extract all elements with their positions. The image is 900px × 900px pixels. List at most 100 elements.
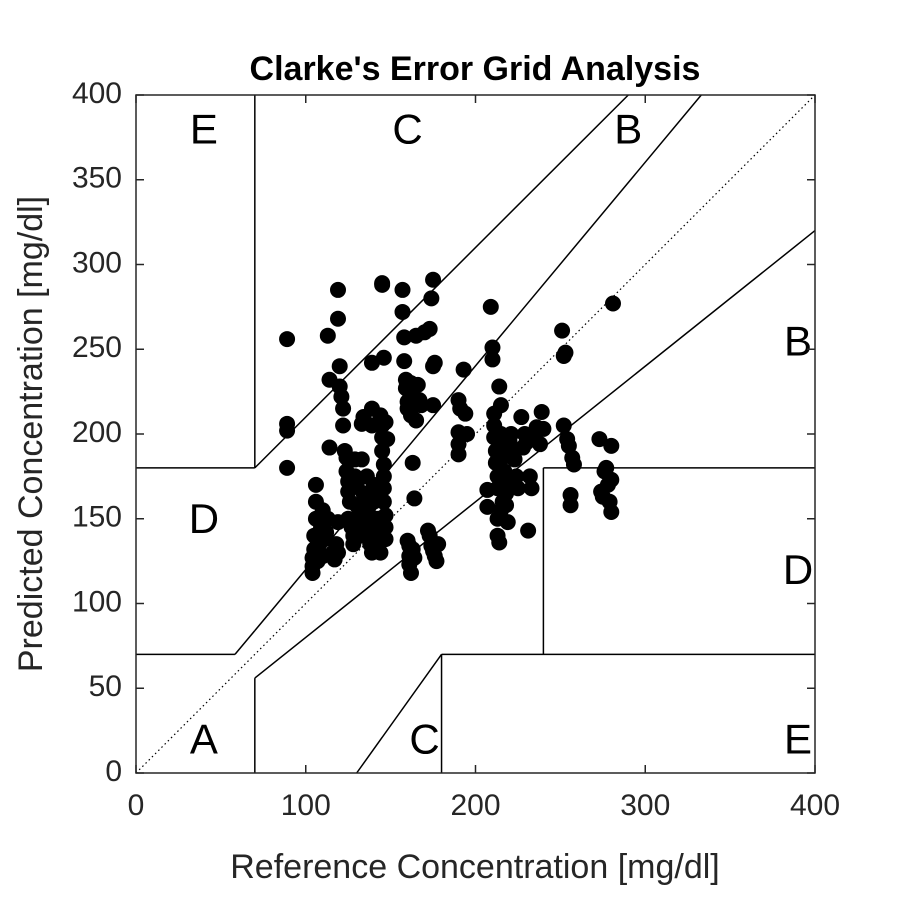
data-point [562, 497, 579, 514]
data-point [555, 417, 572, 434]
data-point [603, 437, 620, 454]
data-point [494, 493, 511, 510]
data-point [321, 439, 338, 456]
data-point [279, 422, 296, 439]
data-point [330, 310, 347, 327]
data-point [375, 493, 392, 510]
zone-boundary-line [254, 230, 816, 679]
data-point [377, 507, 394, 524]
data-point [554, 322, 571, 339]
data-point [492, 397, 509, 414]
data-point [484, 339, 501, 356]
data-point [479, 498, 496, 515]
y-axis-label: Predicted Concentration [mg/dl] [12, 196, 50, 672]
data-point [506, 451, 523, 468]
zone-label-b: B [614, 105, 642, 152]
data-point [513, 409, 530, 426]
data-point [425, 271, 442, 288]
data-point [331, 358, 348, 375]
data-point [307, 476, 324, 493]
data-point [374, 275, 391, 292]
data-point [520, 522, 537, 539]
data-point [532, 436, 549, 453]
data-point [396, 329, 413, 346]
data-point [279, 331, 296, 348]
y-tick-label: 50 [89, 670, 122, 703]
data-point [375, 480, 392, 497]
zone-boundary-line [234, 630, 256, 655]
data-point [521, 468, 538, 485]
data-point [459, 426, 476, 442]
zone-label-d: D [783, 546, 813, 593]
data-point [377, 519, 394, 536]
zone-label-e: E [190, 105, 218, 152]
data-point [484, 351, 501, 368]
x-tick-label: 200 [450, 789, 500, 822]
data-point [406, 490, 423, 507]
data-point [428, 553, 445, 570]
data-point [430, 536, 447, 553]
data-point [523, 480, 540, 497]
data-point [604, 295, 621, 312]
data-point [535, 420, 552, 437]
data-point [491, 534, 508, 551]
zone-label-c: C [392, 105, 422, 152]
data-point [503, 426, 520, 442]
data-point [375, 468, 392, 485]
y-tick-label: 300 [72, 246, 122, 279]
zone-label-a: A [190, 716, 218, 763]
data-point [375, 349, 392, 366]
zone-label-e: E [784, 716, 812, 763]
plot-area [136, 95, 815, 773]
data-point [509, 480, 526, 497]
zone-label-c: C [409, 716, 439, 763]
data-point [591, 431, 608, 448]
y-tick-label: 400 [72, 77, 122, 110]
data-point [603, 471, 620, 488]
data-point [394, 303, 411, 320]
data-point [491, 378, 508, 395]
data-point [319, 327, 336, 344]
zone-label-b: B [784, 317, 812, 364]
data-point [379, 431, 396, 448]
data-point [457, 405, 474, 422]
data-point [353, 451, 370, 468]
zone-boundary-line [254, 94, 629, 469]
y-tick-label: 0 [105, 755, 122, 788]
data-point [330, 544, 347, 561]
x-tick-label: 400 [790, 789, 840, 822]
data-point [421, 320, 438, 337]
data-point [279, 459, 296, 476]
data-point [318, 524, 335, 541]
chart-title: Clarke's Error Grid Analysis [250, 50, 701, 88]
data-point [333, 388, 350, 405]
data-point [396, 353, 413, 370]
x-tick-label: 100 [281, 789, 331, 822]
zone-boundary-line [356, 653, 443, 774]
data-point [330, 281, 347, 298]
data-point [402, 564, 419, 581]
data-point [377, 531, 394, 548]
x-tick-label: 0 [128, 789, 145, 822]
data-point [335, 400, 352, 417]
data-point [425, 397, 442, 414]
y-tick-label: 200 [72, 416, 122, 449]
data-point [372, 544, 389, 561]
data-point [426, 354, 443, 371]
data-point [335, 417, 352, 434]
y-tick-label: 350 [72, 162, 122, 195]
data-point [413, 397, 430, 414]
data-point [603, 503, 620, 520]
y-tick-label: 250 [72, 331, 122, 364]
data-point [499, 514, 516, 531]
data-point [409, 376, 426, 393]
y-tick-label: 150 [72, 501, 122, 534]
data-point [394, 281, 411, 298]
data-point [406, 549, 423, 566]
data-point [557, 344, 574, 361]
data-point [450, 446, 467, 463]
data-point [423, 290, 440, 307]
data-point [508, 468, 525, 485]
y-tick-label: 100 [72, 585, 122, 618]
